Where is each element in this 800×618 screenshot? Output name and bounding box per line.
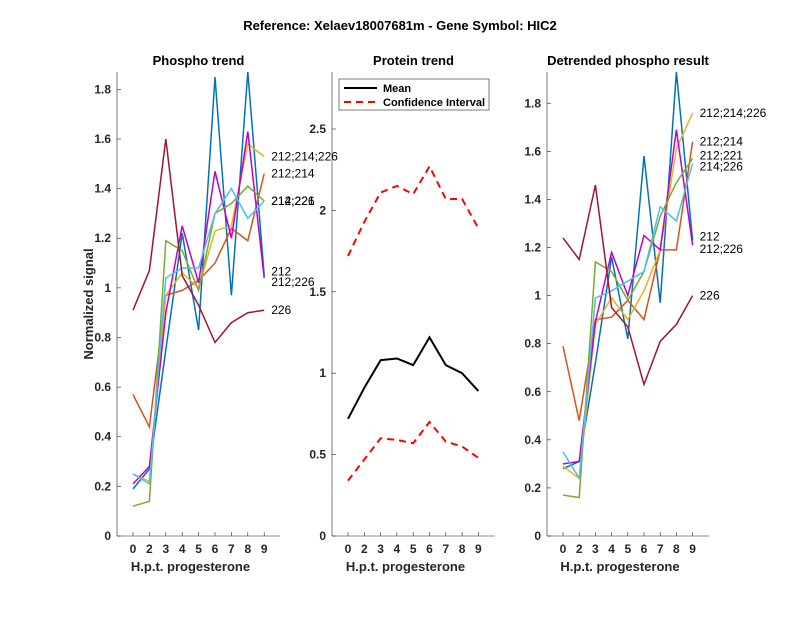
series-end-label: 214;226 — [271, 194, 315, 208]
y-axis-label: Normalized signal — [81, 248, 96, 359]
series-line-212-221 — [132, 185, 265, 507]
x-tick-label: 0 — [130, 542, 137, 556]
legend: Mean Confidence Interval — [338, 78, 490, 111]
x-tick-label: 2 — [361, 542, 368, 556]
x-tick-label: 4 — [179, 542, 186, 556]
legend-box — [338, 78, 490, 111]
x-axis-label: H.p.t. progesterone — [346, 559, 465, 574]
series-line-212 — [562, 71, 694, 470]
x-tick-label: 9 — [261, 542, 268, 556]
x-tick-label: 3 — [592, 542, 599, 556]
x-tick-label: 7 — [442, 542, 449, 556]
x-tick-label: 5 — [410, 542, 417, 556]
y-tick-label: 1 — [319, 366, 326, 380]
y-tick-label: 1.2 — [94, 231, 111, 245]
y-tick-label: 1.2 — [524, 241, 541, 255]
series-line-212 — [132, 71, 265, 490]
series-line-212-226 — [132, 131, 265, 485]
x-axis-label: H.p.t. progesterone — [131, 559, 250, 574]
x-tick-label: 0 — [345, 542, 352, 556]
x-tick-label: 5 — [195, 542, 202, 556]
y-tick-label: 0 — [534, 529, 541, 543]
x-tick-label: 2 — [576, 542, 583, 556]
series-end-label: 226 — [700, 289, 720, 303]
x-tick-label: 3 — [162, 542, 169, 556]
series-line-confidence-interval-lower- — [347, 420, 479, 482]
x-tick-label: 8 — [459, 542, 466, 556]
series-line-confidence-interval-upper- — [347, 164, 480, 257]
x-tick-label: 7 — [228, 542, 235, 556]
y-tick-label: 1.6 — [94, 132, 111, 146]
y-tick-label: 1.4 — [524, 192, 541, 206]
y-tick-label: 0.4 — [524, 433, 541, 447]
panel-title: Detrended phospho result — [547, 53, 709, 68]
y-tick-label: 0.8 — [524, 337, 541, 351]
figure-suptitle: Reference: Xelaev18007681m - Gene Symbol… — [243, 18, 557, 33]
y-tick-label: 0.6 — [524, 385, 541, 399]
series-end-label: 212;214 — [700, 135, 744, 149]
series-end-label: 212;226 — [271, 275, 315, 289]
y-tick-label: 1 — [104, 281, 111, 295]
phospho-trend-panel: Phospho trend H.p.t. progesterone Normal… — [81, 53, 338, 574]
y-tick-label: 0.4 — [94, 430, 111, 444]
series-line-226 — [562, 184, 694, 387]
series-line-214-226 — [132, 187, 265, 486]
series-end-label: 212 — [271, 264, 291, 278]
x-tick-label: 5 — [624, 542, 631, 556]
panel-title: Protein trend — [373, 53, 454, 68]
x-tick-label: 2 — [146, 542, 153, 556]
x-tick-label: 3 — [377, 542, 384, 556]
x-tick-label: 8 — [673, 542, 680, 556]
x-tick-label: 4 — [394, 542, 401, 556]
y-tick-label: 0 — [319, 529, 326, 543]
x-tick-label: 9 — [689, 542, 696, 556]
y-tick-label: 1.5 — [309, 285, 326, 299]
x-tick-label: 0 — [560, 542, 567, 556]
series-end-label: 212;214 — [271, 167, 315, 181]
x-tick-label: 4 — [608, 542, 615, 556]
series-end-label: 214;226 — [700, 159, 744, 173]
x-tick-label: 6 — [641, 542, 648, 556]
x-tick-label: 6 — [426, 542, 433, 556]
series-line-212-226 — [562, 129, 694, 465]
x-axis-label: H.p.t. progesterone — [560, 559, 679, 574]
series-line-226 — [132, 138, 265, 344]
x-tick-label: 6 — [212, 542, 219, 556]
y-tick-label: 0.2 — [94, 479, 111, 493]
series-line-214-226 — [562, 163, 694, 481]
series-end-label: 212;221 — [700, 149, 744, 163]
legend-mean-label: Mean — [383, 83, 411, 95]
series-end-label: 212;214;226 — [700, 106, 767, 120]
y-tick-label: 1.6 — [524, 144, 541, 158]
x-tick-label: 7 — [657, 542, 664, 556]
y-tick-label: 1.4 — [94, 182, 111, 196]
protein-trend-panel: Protein trend H.p.t. progesterone 0 0.5 1 1… — [309, 53, 495, 574]
y-tick-label: 0 — [104, 529, 111, 543]
panel-title: Phospho trend — [153, 53, 245, 68]
y-tick-label: 1.8 — [94, 82, 111, 96]
series-end-label: 212 — [700, 229, 720, 243]
y-tick-label: 0.2 — [524, 481, 541, 495]
y-tick-label: 0.8 — [94, 330, 111, 344]
series-end-label: 226 — [271, 303, 291, 317]
y-tick-label: 0.5 — [309, 448, 326, 462]
series-end-label: 212;226 — [700, 242, 744, 256]
y-tick-label: 1 — [534, 289, 541, 303]
x-tick-label: 8 — [244, 542, 251, 556]
detrended-phospho-panel: Detrended phospho result H.p.t. progeste… — [524, 53, 766, 574]
series-end-label: 212;214;226 — [271, 149, 338, 163]
y-tick-label: 1.8 — [524, 96, 541, 110]
series-line-mean — [347, 335, 480, 420]
legend-ci-label: Confidence Interval — [383, 97, 485, 109]
x-tick-label: 9 — [475, 542, 482, 556]
y-tick-label: 2.5 — [309, 122, 326, 136]
y-tick-label: 2 — [319, 203, 326, 217]
series-end-label: 212;221 — [271, 194, 315, 208]
y-tick-label: 0.6 — [94, 380, 111, 394]
